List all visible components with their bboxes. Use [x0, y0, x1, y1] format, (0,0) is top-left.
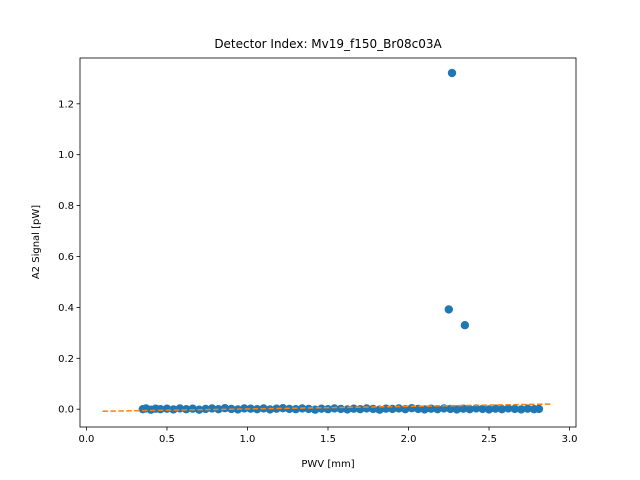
y-tick-label: 0.4	[58, 303, 74, 314]
data-point	[447, 68, 457, 78]
data-point	[471, 404, 481, 413]
data-point	[478, 404, 487, 414]
y-tick-label: 1.0	[58, 150, 74, 161]
data-point	[534, 404, 544, 414]
data-point	[433, 404, 442, 414]
data-point	[265, 405, 275, 414]
data-point	[523, 404, 532, 413]
data-point	[446, 404, 455, 414]
data-point	[220, 403, 230, 413]
data-point	[304, 404, 313, 414]
data-point	[460, 321, 470, 330]
x-tick-label: 0.5	[159, 434, 175, 445]
x-tick-label: 3.0	[562, 434, 578, 445]
data-point	[465, 404, 474, 414]
x-tick-label: 1.0	[240, 434, 256, 445]
y-tick-label: 0.0	[58, 405, 74, 416]
data-point	[497, 404, 507, 414]
chart-title: Detector Index: Mv19_f150_Br08c03A	[214, 37, 442, 51]
y-tick-label: 0.8	[58, 201, 74, 212]
data-point	[169, 405, 178, 414]
x-axis-label: PWV [mm]	[301, 459, 354, 470]
x-tick-label: 1.5	[320, 434, 336, 445]
data-point	[375, 405, 384, 414]
data-point	[444, 305, 453, 314]
y-tick-label: 1.2	[58, 99, 74, 110]
x-tick-label: 0.0	[78, 434, 94, 445]
fit-line	[102, 403, 551, 412]
data-marks	[102, 68, 551, 414]
x-tick-label: 2.5	[481, 434, 497, 445]
data-point	[207, 404, 217, 413]
data-point	[504, 404, 513, 413]
data-point	[420, 405, 429, 414]
data-point	[246, 404, 255, 413]
data-point	[240, 404, 249, 413]
data-point	[291, 404, 300, 414]
y-tick-label: 0.6	[58, 252, 74, 263]
data-point	[459, 404, 468, 413]
data-point	[278, 403, 288, 413]
x-tick-label: 2.0	[401, 434, 417, 445]
y-axis-ticks: 0.0 0.2 0.4 0.6 0.8 1.0 1.2	[58, 99, 80, 416]
data-point	[484, 405, 494, 414]
data-point	[510, 404, 520, 414]
data-point	[188, 404, 197, 413]
x-axis-ticks: 0.0 0.5 1.0 1.5 2.0 2.5 3.0	[78, 427, 578, 445]
data-point	[317, 404, 326, 413]
data-point	[452, 405, 462, 414]
data-point	[491, 404, 500, 413]
data-point	[156, 404, 165, 414]
data-point	[517, 405, 526, 414]
data-point	[330, 404, 339, 413]
y-axis-label: A2 Signal [pW]	[31, 205, 42, 279]
y-tick-label: 0.2	[58, 354, 74, 365]
